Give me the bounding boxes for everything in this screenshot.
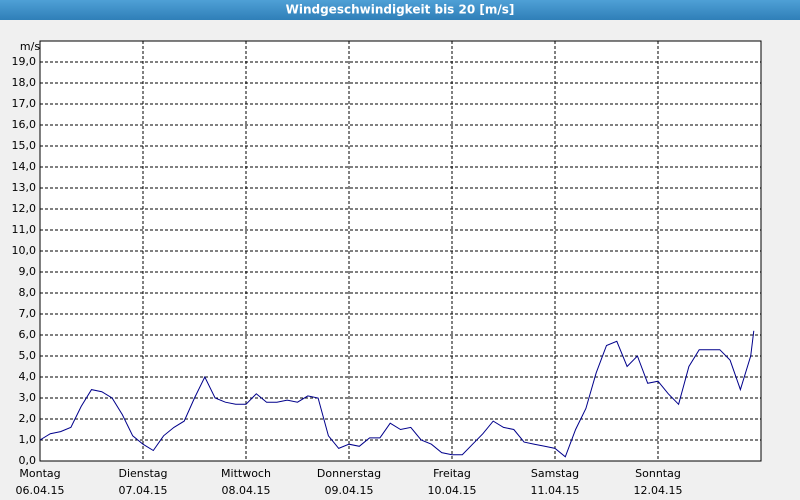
y-axis-label: m/s — [20, 40, 40, 53]
y-tick-label: 19,0 — [12, 55, 37, 68]
y-tick-label: 7,0 — [19, 307, 37, 320]
y-tick-label: 13,0 — [12, 181, 37, 194]
y-tick-label: 18,0 — [12, 76, 37, 89]
x-tick-label: Dienstag — [118, 467, 167, 480]
y-tick-label: 2,0 — [19, 412, 37, 425]
title-bar — [0, 0, 800, 20]
y-tick-label: 11,0 — [12, 223, 37, 236]
x-tick-label: Sonntag — [635, 467, 681, 480]
x-tick-label: Montag — [19, 467, 60, 480]
y-tick-label: 15,0 — [12, 139, 37, 152]
y-tick-label: 14,0 — [12, 160, 37, 173]
y-tick-label: 0,0 — [19, 454, 37, 467]
y-tick-label: 17,0 — [12, 97, 37, 110]
x-tick-date: 08.04.15 — [222, 484, 271, 497]
y-tick-label: 12,0 — [12, 202, 37, 215]
x-tick-date: 06.04.15 — [16, 484, 65, 497]
x-tick-label: Samstag — [531, 467, 579, 480]
x-tick-date: 12.04.15 — [634, 484, 683, 497]
wind-line — [39, 330, 755, 458]
y-tick-label: 3,0 — [19, 391, 37, 404]
y-tick-label: 4,0 — [19, 370, 37, 383]
y-tick-label: 16,0 — [12, 118, 37, 131]
x-tick-label: Mittwoch — [221, 467, 271, 480]
y-tick-label: 10,0 — [12, 244, 37, 257]
y-tick-label: 6,0 — [19, 328, 37, 341]
x-tick-date: 11.04.15 — [531, 484, 580, 497]
x-tick-date: 07.04.15 — [119, 484, 168, 497]
y-tick-label: 8,0 — [19, 286, 37, 299]
x-tick-label: Donnerstag — [317, 467, 381, 480]
x-tick-date: 09.04.15 — [325, 484, 374, 497]
y-tick-label: 1,0 — [19, 433, 37, 446]
y-tick-label: 9,0 — [19, 265, 37, 278]
x-tick-label: Freitag — [433, 467, 471, 480]
y-tick-label: 5,0 — [19, 349, 37, 362]
x-tick-date: 10.04.15 — [428, 484, 477, 497]
chart-title: Windgeschwindigkeit bis 20 [m/s] — [286, 3, 515, 17]
